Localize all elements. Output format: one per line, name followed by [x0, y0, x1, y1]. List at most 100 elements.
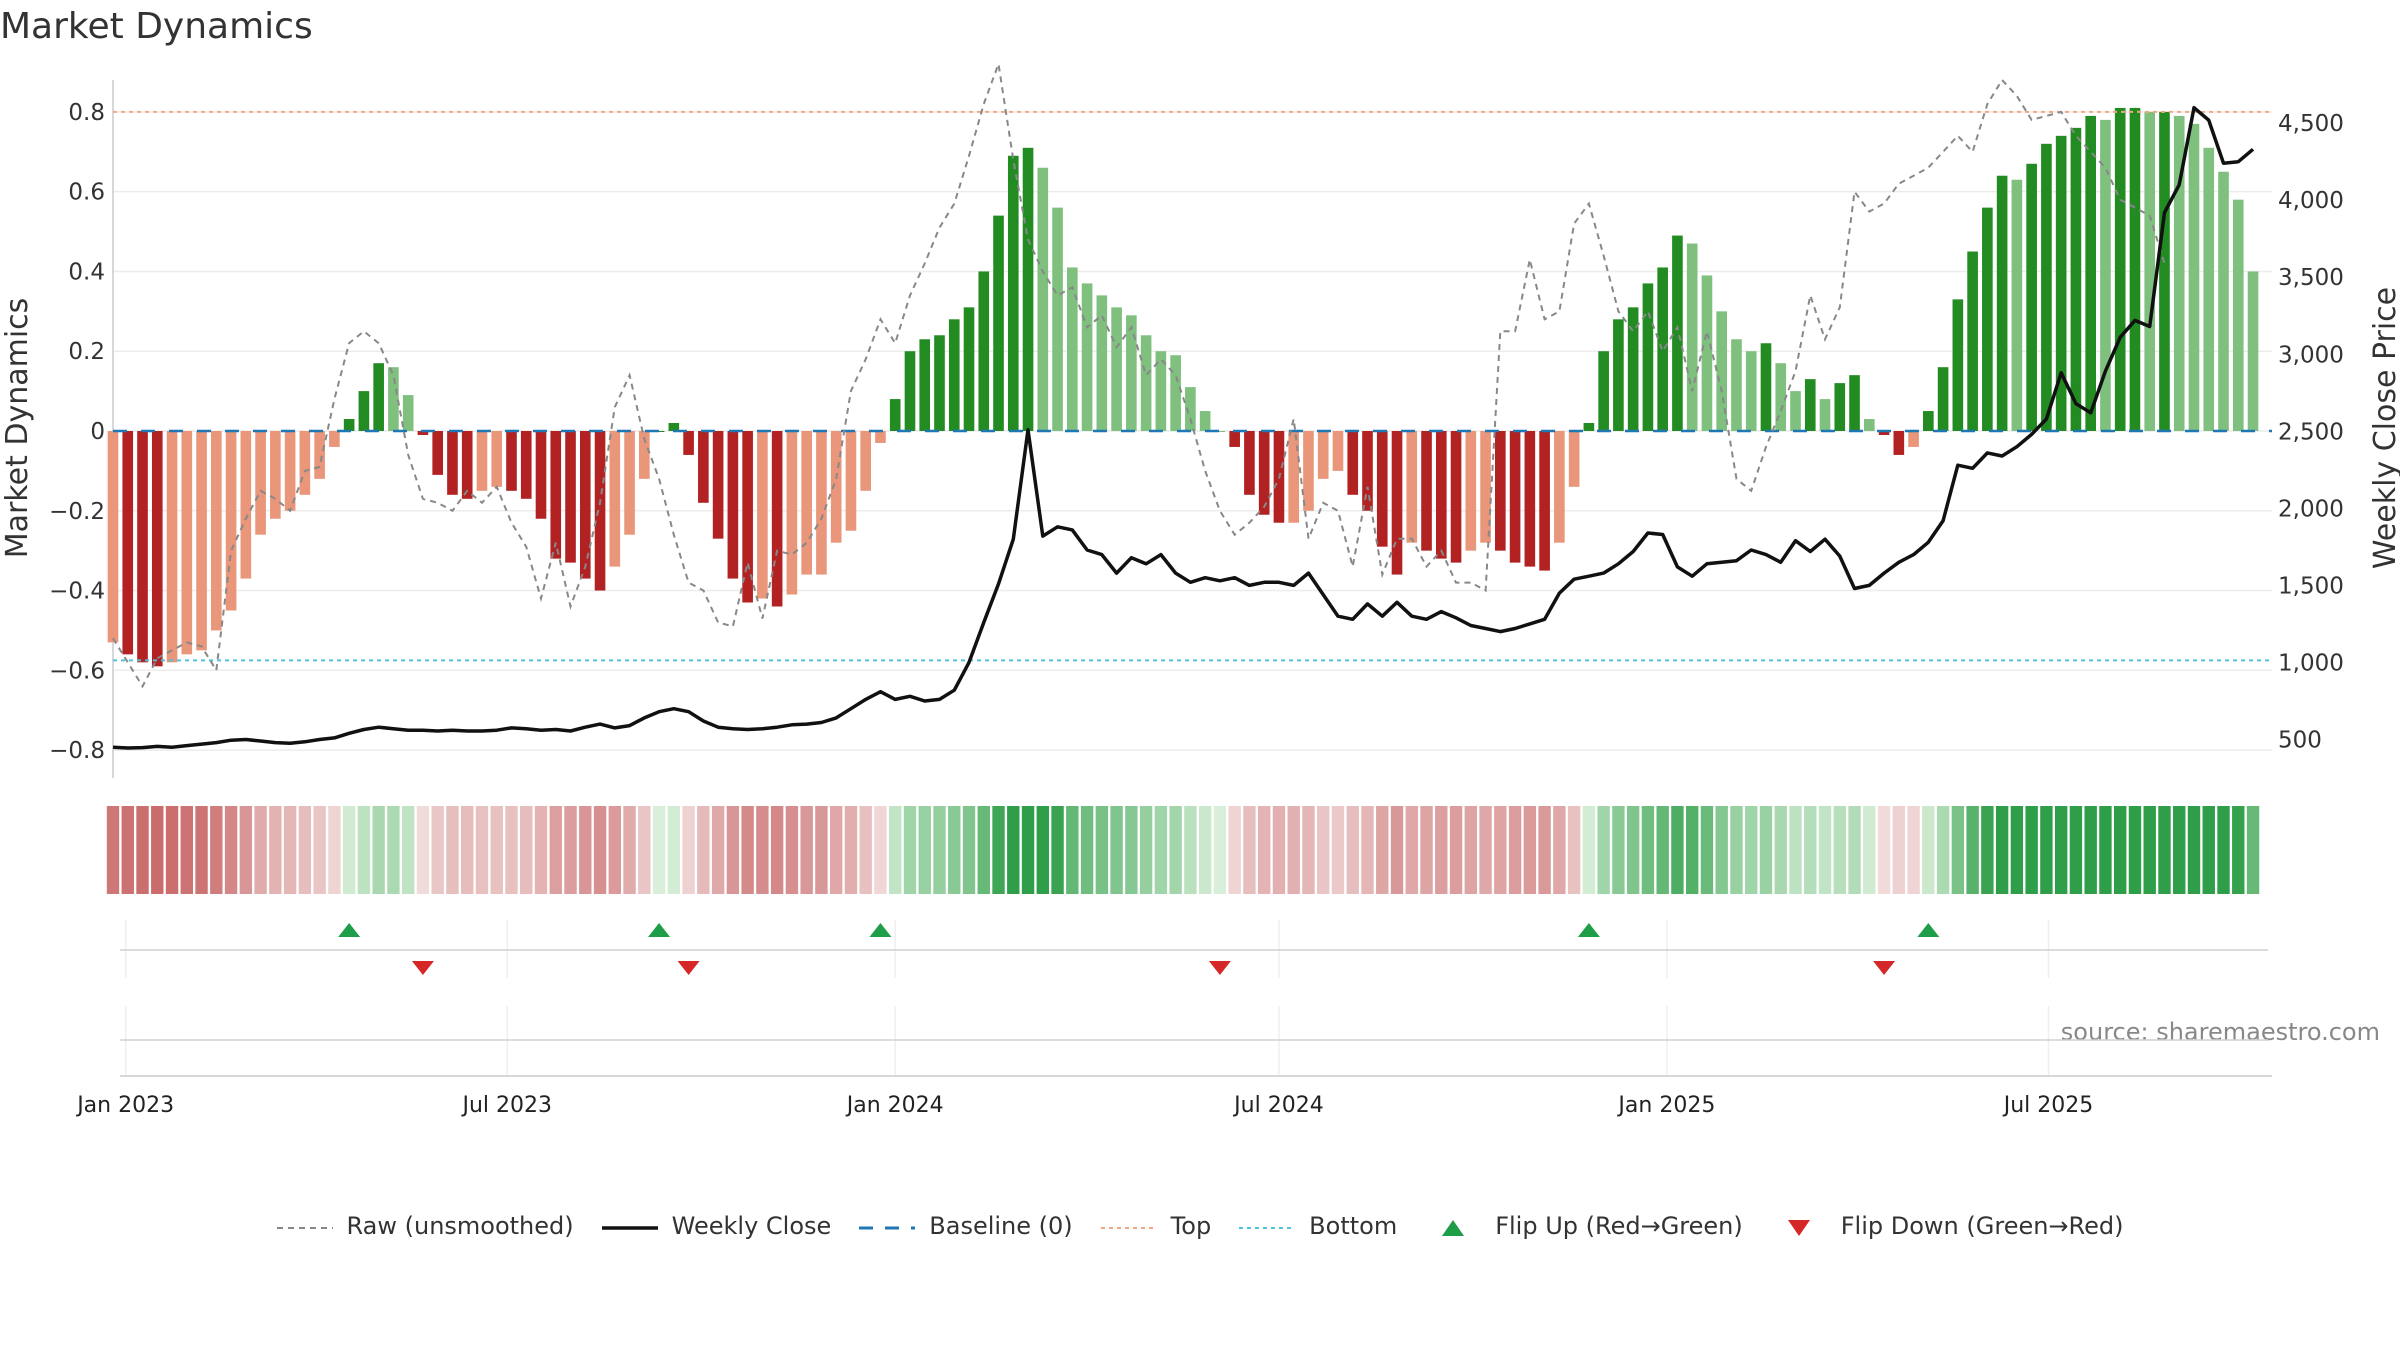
dynamics-bar: [2159, 111, 2170, 431]
strip-cell: [1036, 806, 1050, 894]
dynamics-bar: [166, 430, 178, 663]
strip-cell: [254, 806, 267, 894]
dynamics-bar: [107, 430, 119, 643]
strip-cell: [844, 806, 858, 894]
dynamics-bar: [1863, 419, 1875, 431]
strip-cell: [298, 806, 312, 894]
dynamics-bar: [1406, 430, 1418, 543]
strip-cell: [1745, 806, 1758, 894]
legend-item-flip_up: Flip Up (Red→Green): [1425, 1212, 1743, 1240]
dynamics-bar: [978, 271, 990, 431]
dynamics-bar: [1288, 430, 1300, 523]
strip-cell: [313, 806, 326, 894]
strip-cell: [2232, 806, 2245, 894]
dynamics-bar: [240, 430, 252, 579]
dynamics-bar: [1952, 299, 1964, 431]
dynamics-bar: [1081, 283, 1093, 431]
dynamics-bar: [1435, 430, 1447, 559]
strip-cell: [1021, 806, 1035, 894]
flip-down-icon: [1208, 961, 1231, 975]
strip-cell: [416, 806, 430, 894]
strip-cell: [1317, 806, 1330, 894]
x-tick-label: Jan 2023: [75, 1093, 174, 1118]
dynamics-bar: [1790, 391, 1801, 431]
strip-cell: [1066, 806, 1079, 894]
triangle-up-icon: [1425, 1216, 1481, 1236]
dynamics-bar: [1568, 430, 1580, 487]
y-tick-label-left: −0.4: [49, 579, 105, 605]
dynamics-bar: [1007, 155, 1019, 431]
strip-cell: [667, 806, 681, 894]
strip-cell: [195, 806, 208, 894]
strip-cell: [2173, 806, 2186, 894]
dynamics-bar: [1554, 430, 1565, 543]
strip-cell: [2099, 806, 2112, 894]
y-tick-label-right: 3,000: [2278, 342, 2344, 368]
dynamics-bar: [255, 430, 266, 535]
dynamics-bar: [1347, 430, 1359, 495]
dynamics-bar: [550, 430, 562, 559]
strip-cell: [1848, 806, 1861, 894]
dynamics-bar: [1376, 430, 1388, 547]
dynamics-bar: [1701, 275, 1713, 431]
strip-cell: [1641, 806, 1655, 894]
dynamics-bar: [1539, 430, 1550, 571]
strip-cell: [785, 806, 799, 894]
dynamics-bar: [1686, 243, 1698, 431]
strip-cell: [2128, 806, 2142, 894]
strip-cell: [1626, 806, 1640, 894]
dynamics-bar: [653, 430, 665, 432]
strip-cell: [387, 806, 400, 894]
dynamics-bar: [1893, 430, 1905, 455]
dynamics-bar: [1362, 430, 1373, 511]
strip-cell: [1331, 806, 1345, 894]
strip-cell: [1154, 806, 1168, 894]
dynamics-bar: [786, 430, 798, 595]
dynamics-bar: [830, 430, 842, 543]
dynamics-bar: [270, 430, 281, 519]
strip-cell: [1243, 806, 1256, 894]
dynamics-bar: [2129, 107, 2141, 431]
dynamics-bar: [2247, 271, 2259, 431]
legend-item-raw: Raw (unsmoothed): [276, 1212, 574, 1240]
dynamics-bar: [889, 399, 901, 431]
strip-cell: [283, 806, 297, 894]
dynamics-bar: [1509, 430, 1521, 563]
strip-cell: [1922, 806, 1935, 894]
strip-cell: [638, 806, 651, 894]
y-tick-label-left: 0.6: [68, 180, 105, 206]
y-tick-label-right: 2,500: [2278, 419, 2344, 445]
strip-cell: [121, 806, 134, 894]
strip-cell: [446, 806, 459, 894]
dynamics-bar: [1185, 387, 1196, 431]
y-tick-label-right: 4,500: [2278, 111, 2344, 137]
y-tick-label-right: 500: [2278, 727, 2322, 753]
dynamics-bar: [919, 339, 931, 431]
strip-cell: [549, 806, 562, 894]
strip-cell: [2202, 806, 2215, 894]
dynamics-bar: [1140, 335, 1152, 431]
strip-cell: [859, 806, 872, 894]
dynamics-bar: [1642, 283, 1654, 431]
strip-cell: [372, 806, 385, 894]
y-tick-label-left: 0.8: [68, 100, 105, 126]
y-tick-label-right: 2,000: [2278, 496, 2344, 522]
dynamics-bar: [2232, 199, 2244, 431]
dynamics-bar: [373, 363, 384, 431]
strip-cell: [2010, 806, 2024, 894]
strip-cell: [652, 806, 666, 894]
dynamics-bar: [1849, 375, 1860, 431]
dynamics-bar: [1421, 430, 1432, 551]
strip-cell: [829, 806, 843, 894]
strip-cell: [992, 806, 1005, 894]
dynamics-bar: [1524, 430, 1536, 567]
dynamics-bar: [2055, 135, 2067, 431]
dynamics-bar: [801, 430, 812, 575]
dynamics-bar: [875, 430, 886, 443]
flip-up-icon: [1917, 923, 1940, 937]
strip-cell: [1213, 806, 1227, 894]
strip-cell: [1936, 806, 1950, 894]
dynamics-bar: [417, 430, 429, 435]
dynamics-bar: [476, 430, 488, 491]
